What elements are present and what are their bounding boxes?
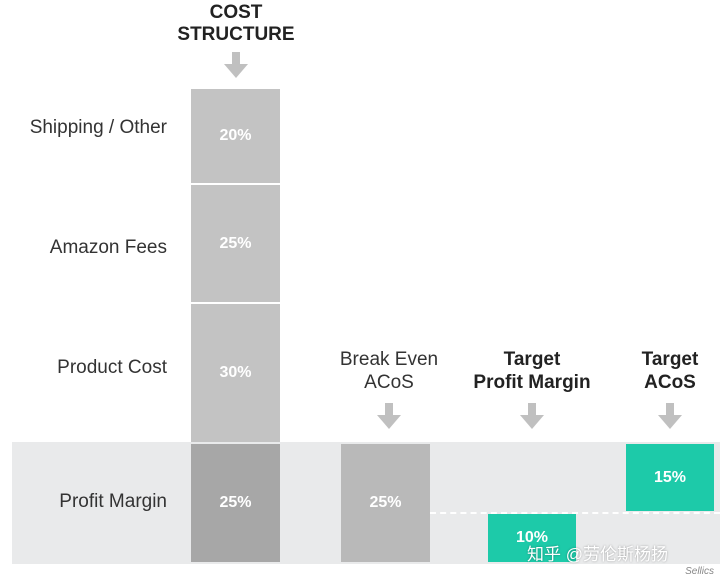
target-acos-arrow-icon	[658, 403, 682, 429]
row-label-product-cost: Product Cost	[57, 357, 167, 378]
target-acos-value: 15%	[653, 468, 687, 486]
break-even-value: 25%	[369, 494, 402, 511]
target-profit-value: 10%	[515, 529, 549, 546]
target-profit-block: 10%	[488, 514, 576, 562]
break-even-header-line2: ACoS	[364, 372, 414, 393]
dashed-divider	[430, 512, 720, 514]
break-even-header: Break Even ACoS	[320, 348, 458, 394]
cost-block-shipping: 20%	[191, 89, 280, 183]
row-label-amazon-fees: Amazon Fees	[49, 237, 167, 258]
target-profit-header-line1: Target	[503, 349, 561, 370]
break-even-arrow-icon	[377, 403, 401, 429]
cost-block-amazon-fees: 25%	[191, 185, 280, 302]
target-profit-arrow-icon	[520, 403, 544, 429]
cost-block-profit-margin: 25%	[191, 444, 280, 562]
break-even-header-line1: Break Even	[339, 349, 439, 370]
target-acos-block: 15%	[626, 444, 714, 511]
break-even-block: 25%	[341, 444, 430, 562]
target-acos-header-line2: ACoS	[644, 372, 696, 393]
target-profit-header: Target Profit Margin	[452, 348, 612, 394]
target-acos-header-line1: Target	[641, 349, 699, 370]
cost-structure-header: COST STRUCTURE	[170, 2, 302, 46]
cost-block-product-cost: 30%	[191, 304, 280, 442]
cost-structure-arrow-icon	[224, 52, 248, 78]
row-label-shipping: Shipping / Other	[29, 117, 167, 138]
row-label-profit-margin: Profit Margin	[59, 491, 167, 512]
cost-block-shipping-value: 20%	[219, 127, 252, 144]
watermark: 知乎 @劳伦斯杨扬	[527, 545, 668, 564]
cost-structure-header-line2: STRUCTURE	[177, 24, 295, 45]
cost-block-amazon-fees-value: 25%	[219, 234, 252, 252]
sellics-credit: Sellics	[685, 566, 714, 577]
target-acos-header: Target ACoS	[615, 348, 720, 394]
target-profit-header-line2: Profit Margin	[473, 372, 591, 393]
cost-block-product-cost-value: 30%	[219, 364, 252, 381]
cost-structure-header-line1: COST	[209, 2, 263, 23]
cost-block-profit-margin-value: 25%	[219, 494, 252, 511]
